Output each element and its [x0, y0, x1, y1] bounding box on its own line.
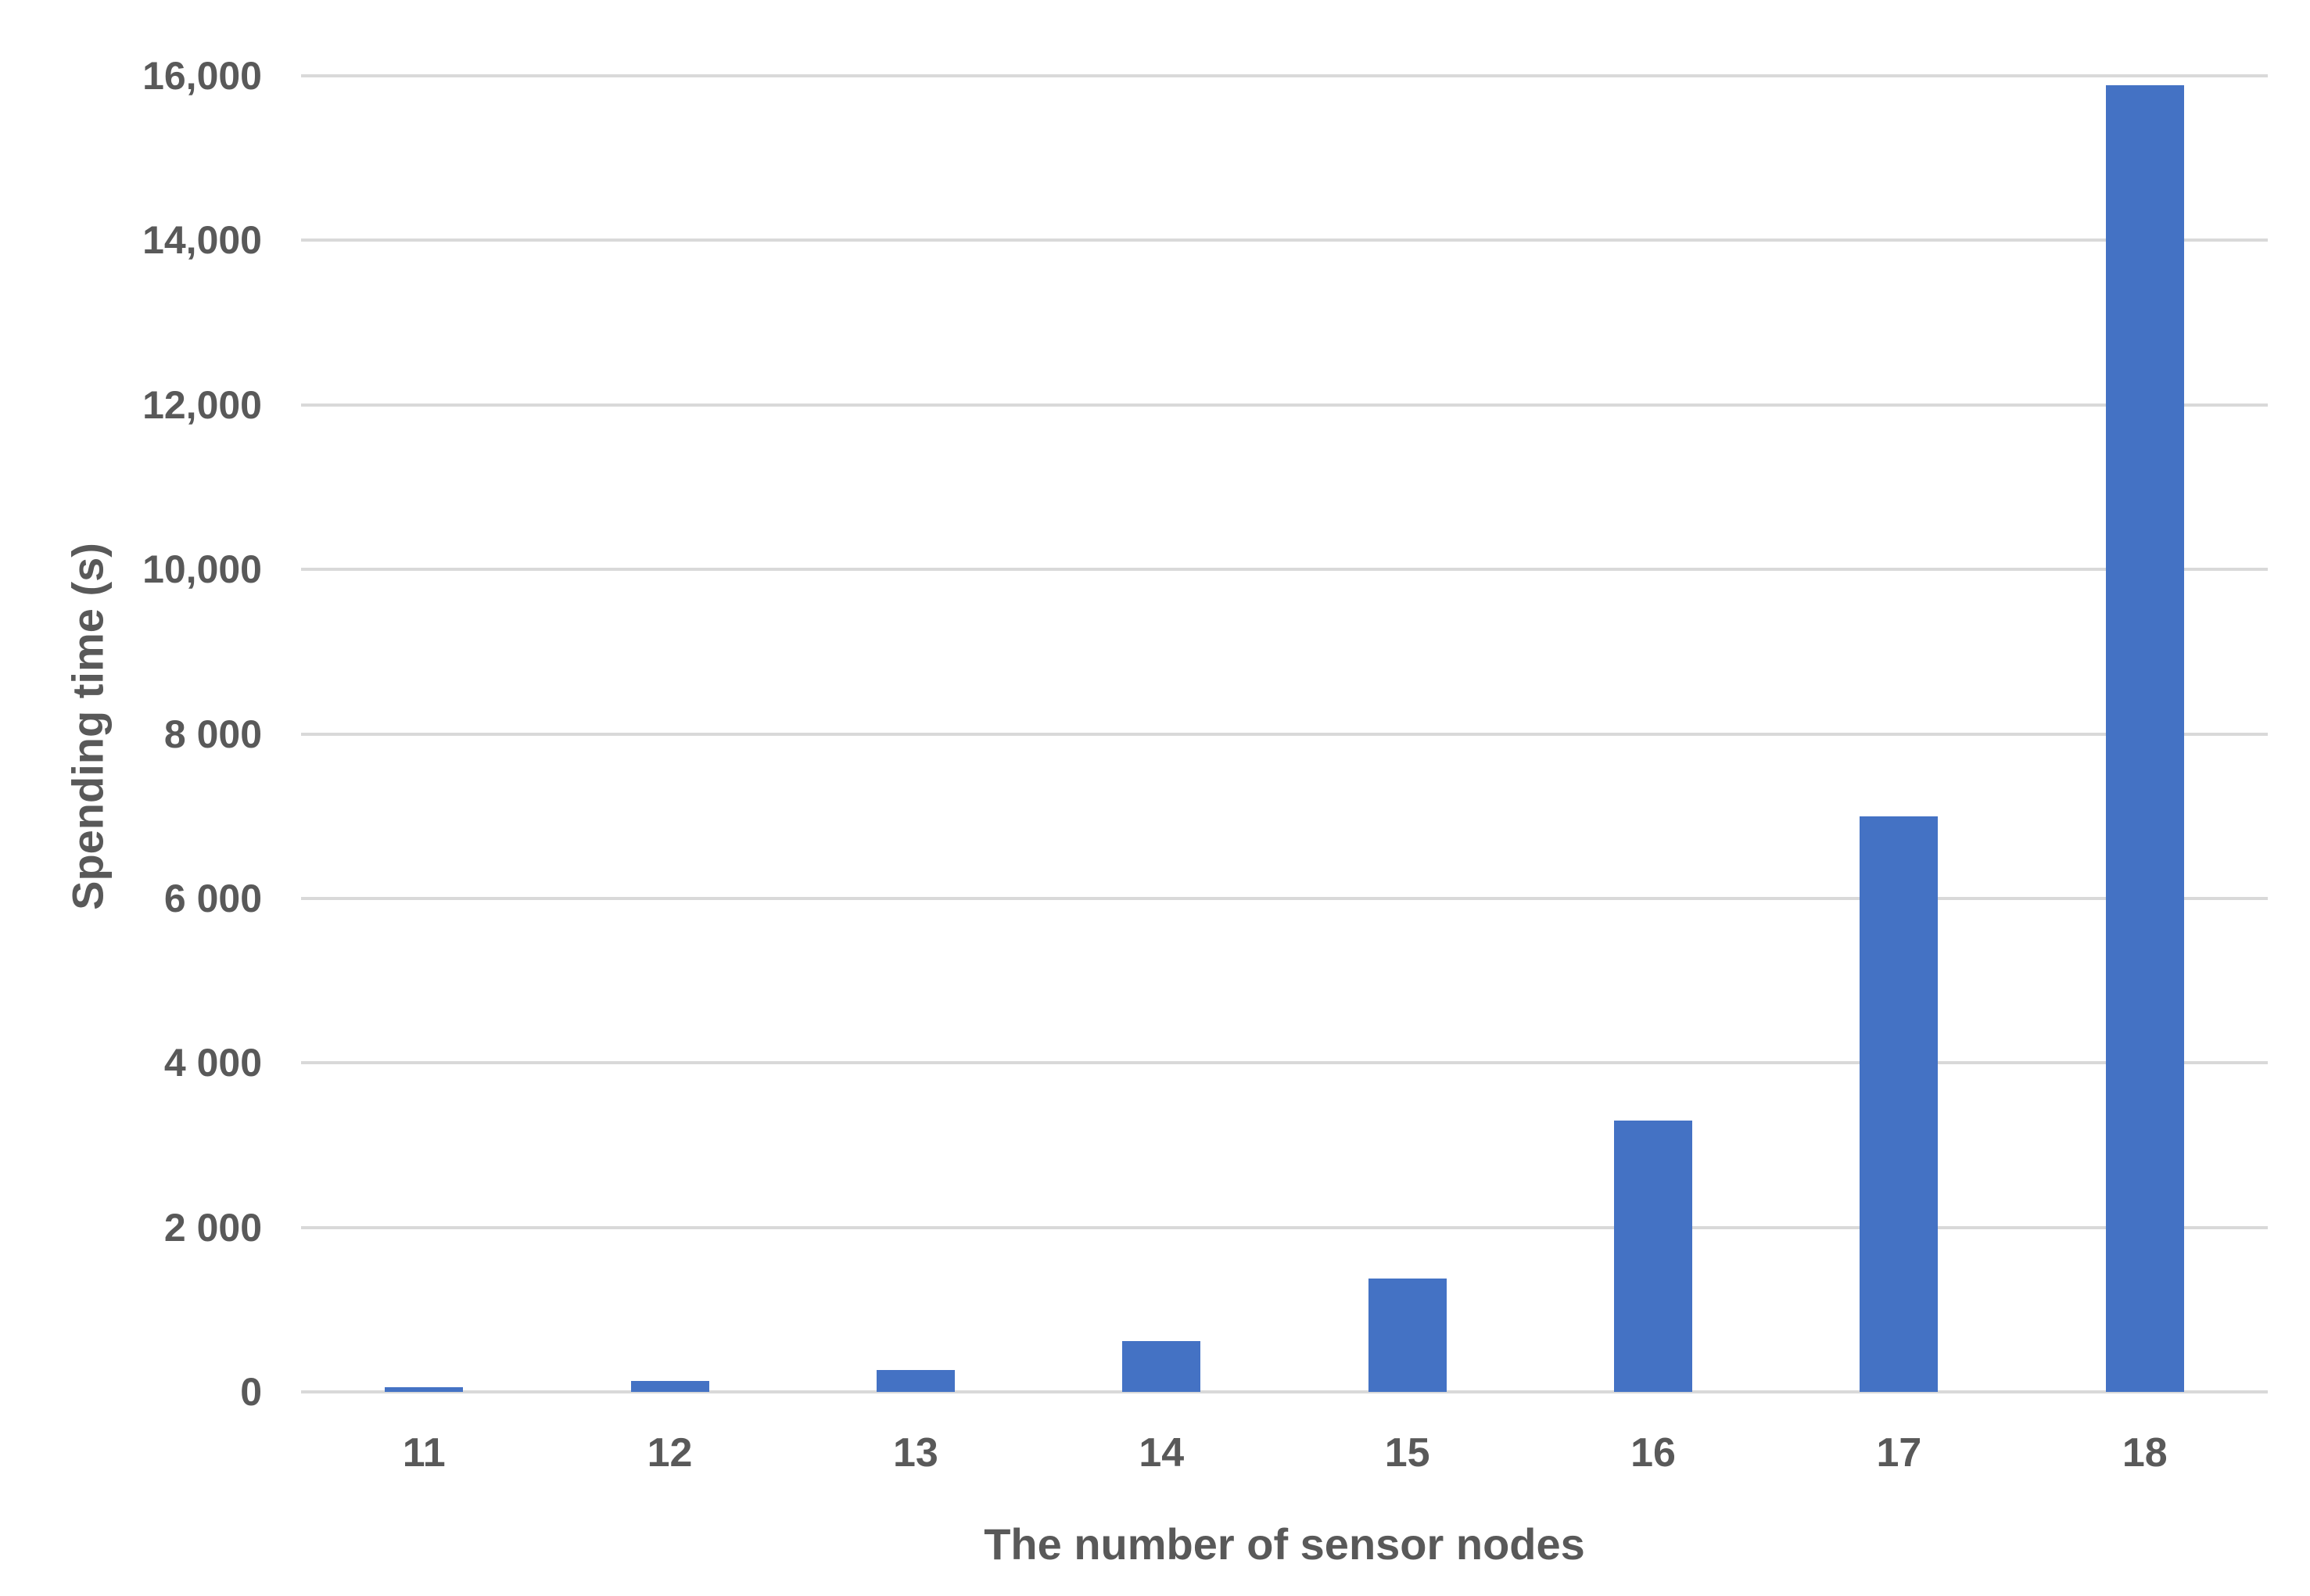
gridline [301, 239, 2268, 242]
y-tick-label: 16,000 [142, 54, 262, 98]
gridline [301, 1061, 2268, 1065]
y-tick-label: 0 [240, 1370, 262, 1414]
gridline [301, 1390, 2268, 1393]
bar-14 [1122, 1340, 1201, 1392]
x-tick-label: 14 [1139, 1430, 1185, 1476]
y-tick-label: 12,000 [142, 382, 262, 427]
x-tick-label: 12 [647, 1430, 693, 1476]
gridline [301, 403, 2268, 407]
bar-11 [385, 1386, 464, 1392]
gridline [301, 1225, 2268, 1229]
y-tick-label: 4 000 [163, 1041, 262, 1085]
x-tick-label: 13 [893, 1430, 938, 1476]
bar-17 [1860, 816, 1939, 1392]
bar-18 [2105, 84, 2184, 1392]
gridline [301, 74, 2268, 77]
x-tick-label: 16 [1630, 1430, 1676, 1476]
y-tick-label: 2 000 [163, 1205, 262, 1250]
y-tick-label: 6 000 [163, 876, 262, 920]
bar-12 [630, 1381, 709, 1392]
x-tick-label: 15 [1384, 1430, 1430, 1476]
gridline [301, 732, 2268, 736]
bar-15 [1368, 1278, 1447, 1392]
gridline [301, 568, 2268, 572]
y-tick-label: 14,000 [142, 218, 262, 263]
x-axis-title: The number of sensor nodes [984, 1519, 1585, 1569]
x-tick-label: 18 [2122, 1430, 2168, 1476]
bar-16 [1614, 1120, 1693, 1392]
bar-13 [876, 1369, 955, 1392]
x-tick-label: 11 [402, 1430, 446, 1476]
y-tick-label: 8 000 [163, 712, 262, 756]
x-tick-label: 17 [1876, 1430, 1922, 1476]
y-tick-label: 10,000 [142, 547, 262, 592]
gridline [301, 896, 2268, 900]
